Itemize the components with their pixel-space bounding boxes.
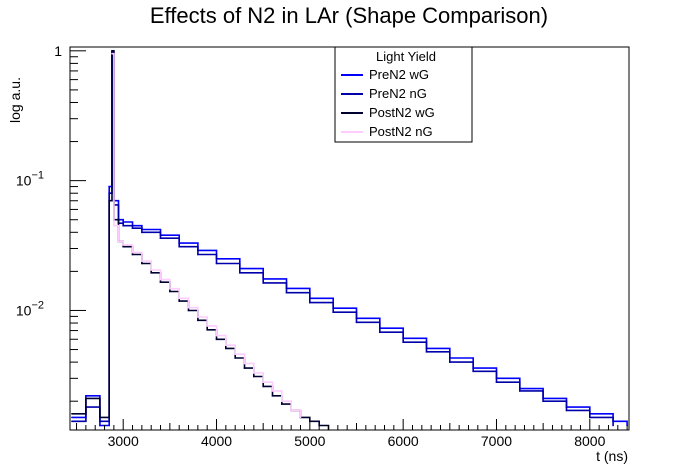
data-point — [299, 416, 302, 419]
data-point — [85, 395, 87, 397]
data-point — [589, 416, 591, 419]
data-point — [71, 416, 73, 419]
legend: Light Yield PreN2 wG PreN2 nG PostN2 wG Pos… — [334, 46, 473, 143]
y-tick-label: 1 — [54, 43, 62, 59]
data-point — [225, 344, 227, 347]
data-point — [262, 381, 265, 384]
data-point — [85, 397, 87, 400]
data-point — [197, 316, 199, 318]
legend-label: PreN2 nG — [369, 86, 427, 101]
data-point — [187, 306, 190, 309]
data-point — [519, 390, 521, 392]
data-point — [262, 282, 265, 284]
data-point — [169, 290, 171, 293]
data-point — [187, 309, 190, 312]
data-point — [122, 224, 124, 227]
data-point — [159, 281, 162, 284]
data-point — [271, 390, 274, 392]
data-point — [178, 297, 180, 300]
data-point — [159, 278, 162, 281]
data-point — [71, 420, 73, 423]
x-tick-label: 8000 — [574, 433, 605, 449]
data-point — [141, 262, 143, 265]
data-point — [122, 244, 124, 246]
data-point — [178, 300, 180, 302]
data-point — [253, 372, 255, 374]
data-point — [159, 237, 162, 239]
data-point — [379, 331, 381, 334]
data-point — [243, 362, 246, 365]
data-point — [355, 321, 358, 324]
data-point — [111, 50, 113, 52]
data-point — [178, 245, 180, 248]
data-point — [225, 347, 227, 350]
x-tick-label: 6000 — [388, 433, 419, 449]
data-point — [108, 185, 110, 188]
data-point — [281, 400, 283, 403]
x-axis-label: t (ns) — [596, 448, 628, 464]
x-axis: 3000 4000 5000 6000 7000 8000 — [76, 419, 628, 449]
data-point — [234, 357, 236, 359]
x-tick-label: 3000 — [108, 433, 139, 449]
data-point — [111, 52, 113, 55]
data-point — [215, 334, 218, 337]
data-point — [206, 329, 208, 331]
data-point — [472, 370, 475, 373]
data-point — [197, 319, 199, 322]
legend-label: PostN2 nG — [369, 124, 433, 139]
data-point — [113, 224, 115, 227]
data-point — [150, 272, 152, 274]
data-point — [234, 353, 236, 356]
legend-title: Light Yield — [376, 49, 436, 64]
legend-label: PostN2 wG — [369, 105, 435, 120]
data-point — [271, 395, 274, 397]
legend-label: PreN2 wG — [369, 67, 429, 82]
chart-title: Effects of N2 in LAr (Shape Comparison) — [150, 3, 548, 28]
data-point — [71, 413, 73, 415]
data-point — [206, 325, 208, 327]
data-point — [141, 231, 143, 234]
data-point — [122, 245, 124, 248]
data-point — [243, 367, 246, 369]
data-point — [290, 409, 293, 412]
series-layer — [71, 50, 628, 430]
data-point — [565, 409, 568, 412]
data-point — [449, 361, 451, 363]
data-point — [542, 400, 544, 403]
data-point — [332, 311, 335, 314]
data-point — [402, 341, 405, 344]
data-point — [197, 253, 199, 256]
data-point — [99, 420, 101, 423]
data-point — [141, 260, 143, 262]
data-point — [215, 338, 218, 341]
data-point — [285, 291, 288, 294]
data-point — [425, 351, 428, 353]
data-point — [108, 199, 110, 202]
data-point — [150, 269, 152, 271]
data-point — [253, 375, 255, 378]
data-point — [169, 287, 171, 290]
data-point — [215, 262, 218, 265]
data-point — [108, 192, 110, 194]
data-point — [309, 301, 311, 304]
data-point — [239, 272, 241, 274]
data-point — [99, 416, 101, 419]
plot-area — [71, 50, 628, 430]
data-point — [131, 227, 134, 229]
data-point — [495, 381, 498, 384]
x-tick-label: 7000 — [481, 433, 512, 449]
y-axis-label: log a.u. — [7, 77, 23, 123]
data-point — [99, 424, 101, 427]
data-point — [117, 240, 120, 243]
data-point — [131, 253, 134, 256]
x-tick-label: 5000 — [294, 433, 325, 449]
data-point — [131, 251, 134, 254]
x-tick-label: 4000 — [201, 433, 232, 449]
data-point — [612, 424, 614, 427]
data-point — [281, 403, 283, 405]
data-point — [262, 385, 265, 388]
